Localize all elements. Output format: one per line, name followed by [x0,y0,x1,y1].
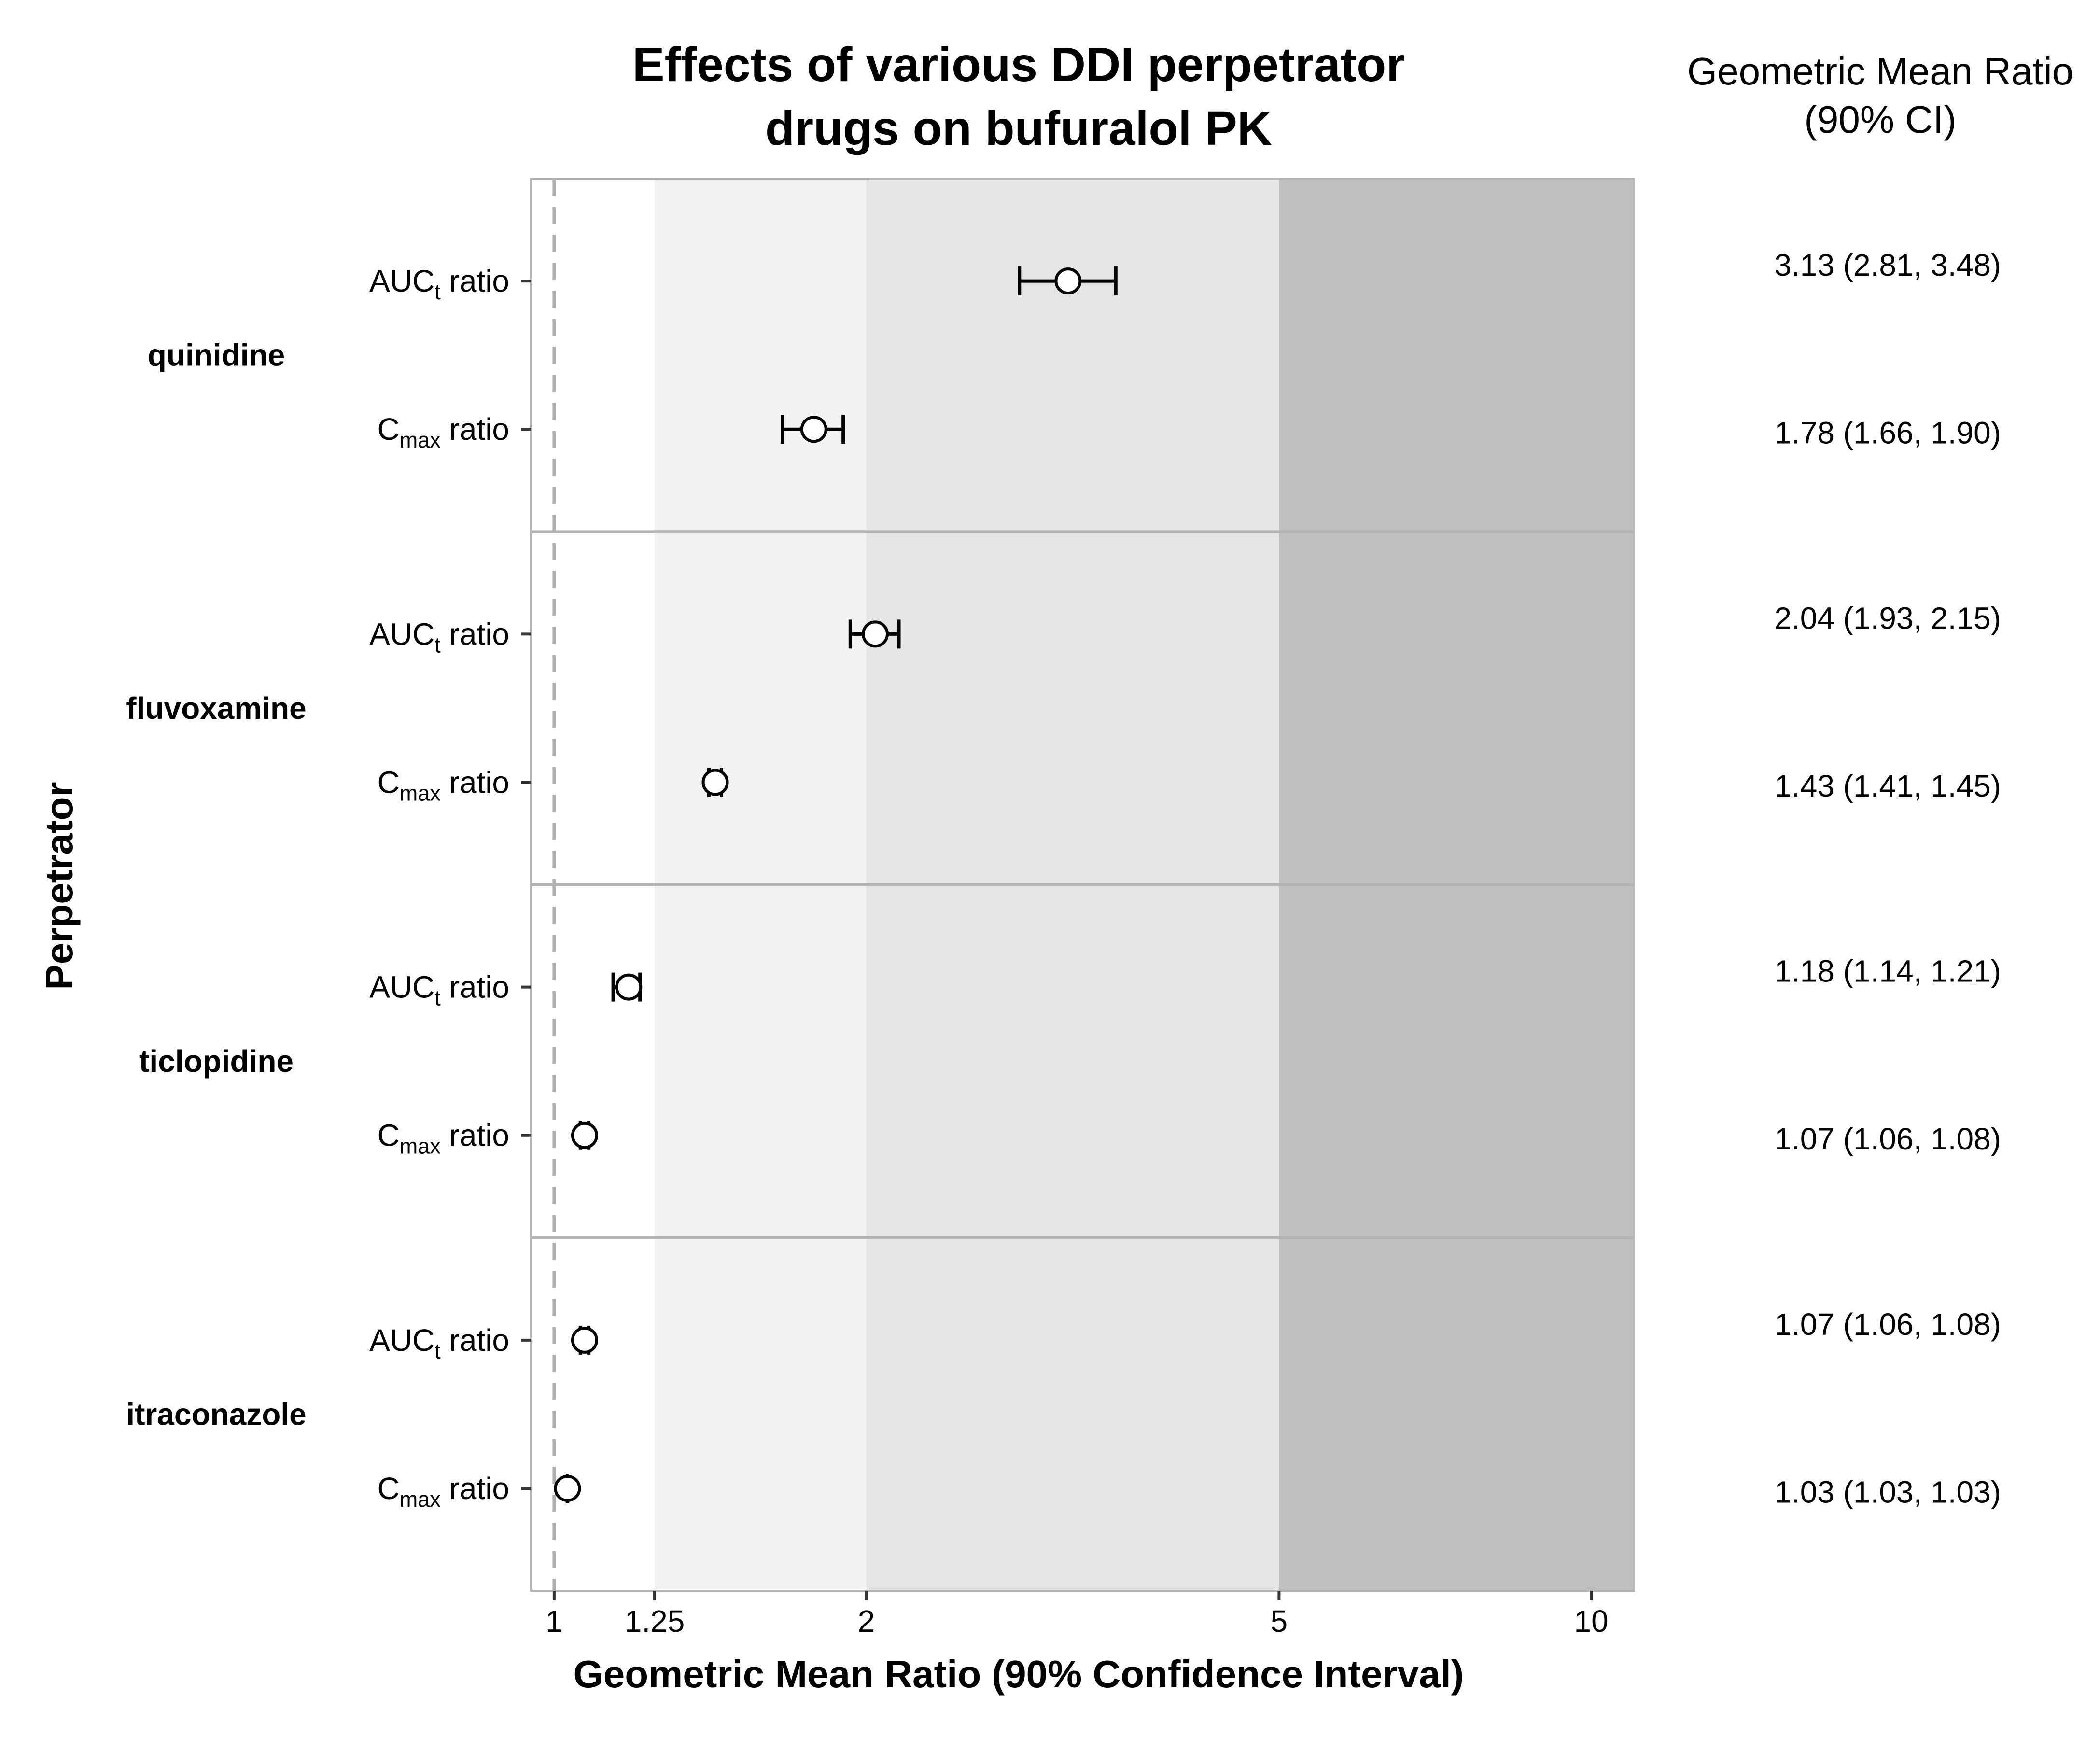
ratio-column: 3.13 (2.81, 3.48) 1.78 (1.66, 1.90) 2.04 (… [1774,248,2001,1509]
row-label-itraconazole-1: Cmax ratio [377,1471,509,1512]
estimate-quinidine-0 [1018,266,1118,296]
gmr-point [701,769,729,796]
group-label-itraconazole: itraconazole [126,1397,306,1431]
x-tick-label: 2 [858,1604,875,1639]
plot-border [530,178,1635,1592]
row-label-itraconazole-0: AUCt ratio [369,1323,509,1363]
estimate-itraconazole-0 [571,1325,598,1355]
x-tick-label: 1.25 [625,1604,685,1639]
ratio-text-fluvoxamine-0: 2.04 (1.93, 2.15) [1774,601,2001,635]
chart-title-line-1: Effects of various DDI perpetrator [632,38,1405,92]
chart-title-line-2: drugs on bufuralol PK [765,101,1272,155]
ratio-text-itraconazole-0: 1.07 (1.06, 1.08) [1774,1307,2001,1342]
x-tick-label: 10 [1574,1604,1608,1639]
gmr-point [571,1121,598,1149]
row-label-quinidine-1: Cmax ratio [377,412,509,452]
gmr-point [1054,267,1082,295]
ratio-text-fluvoxamine-1: 1.43 (1.41, 1.45) [1774,769,2001,803]
x-tick-label: 5 [1271,1604,1288,1639]
estimate-ticlopidine-0 [611,972,643,1002]
ratio-column-header-line-2: (90% CI) [1804,98,1957,141]
ratio-text-itraconazole-1: 1.03 (1.03, 1.03) [1774,1474,2001,1509]
panel-dividers [531,530,1634,1239]
estimate-itraconazole-1 [554,1473,581,1503]
y-axis-title: Perpetrator [38,782,81,990]
x-tick-label: 1 [546,1604,563,1639]
gmr-point [571,1326,598,1354]
ratio-text-ticlopidine-0: 1.18 (1.14, 1.21) [1774,954,2001,989]
ratio-text-quinidine-1: 1.78 (1.66, 1.90) [1774,416,2001,450]
ratio-column-header-line-1: Geometric Mean Ratio [1687,50,2073,93]
row-label-quinidine-0: AUCt ratio [369,264,509,304]
y-axis-labels: quinidine AUCt ratio Cmax ratio fluvoxamine… [126,264,531,1512]
estimate-quinidine-1 [781,415,845,444]
gmr-point [800,416,827,443]
gmr-point [554,1474,581,1502]
x-axis-title: Geometric Mean Ratio (90% Confidence Int… [574,1653,1464,1696]
row-label-ticlopidine-0: AUCt ratio [369,970,509,1010]
ratio-text-ticlopidine-1: 1.07 (1.06, 1.08) [1774,1121,2001,1156]
group-label-quinidine: quinidine [148,338,285,373]
estimate-fluvoxamine-1 [701,768,729,797]
estimate-ticlopidine-1 [571,1121,598,1150]
estimates [554,266,1118,1503]
row-label-fluvoxamine-0: AUCt ratio [369,617,509,657]
gmr-point [615,973,643,1001]
estimate-fluvoxamine-0 [848,619,901,649]
x-axis: 1 1.25 2 5 10 [546,1591,1609,1639]
group-label-ticlopidine: ticlopidine [139,1044,294,1079]
gmr-point [862,620,889,648]
ratio-text-quinidine-0: 3.13 (2.81, 3.48) [1774,248,2001,282]
row-label-ticlopidine-1: Cmax ratio [377,1118,509,1159]
group-label-fluvoxamine: fluvoxamine [126,691,306,726]
row-label-fluvoxamine-1: Cmax ratio [377,765,509,805]
